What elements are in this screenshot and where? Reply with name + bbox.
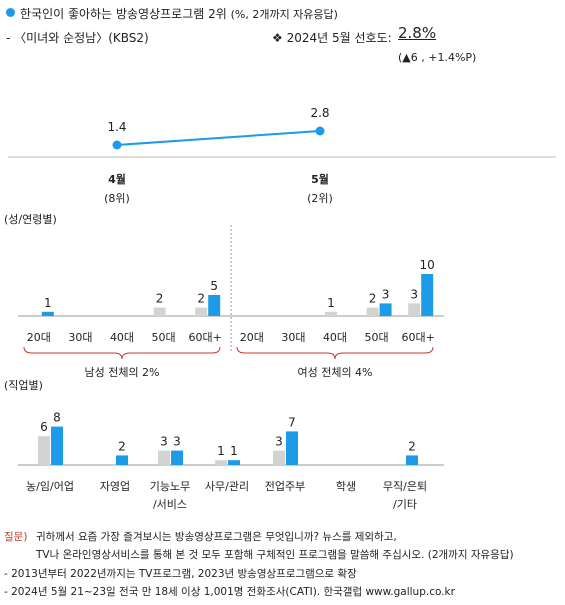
category-label: 40대 xyxy=(110,331,134,344)
bar-value-label: 7 xyxy=(288,415,296,429)
group-total-label: 남성 전체의 2% xyxy=(84,366,159,379)
bar xyxy=(421,274,434,316)
bar xyxy=(171,450,183,465)
preference-change: (▲6 , +1.4%P) xyxy=(398,51,477,64)
category-label: 사무/관리 xyxy=(205,480,249,493)
bar-value-label: 2 xyxy=(408,439,416,453)
bar-value-label: 8 xyxy=(53,411,61,425)
trend-x-label: 4월 xyxy=(108,172,126,186)
category-label: 무직/은퇴 xyxy=(383,480,427,493)
bar xyxy=(38,436,50,465)
bar xyxy=(208,295,221,316)
category-label: 농/임/어업 xyxy=(26,480,74,493)
title-bullet-icon xyxy=(6,8,15,17)
bar-value-label: 1 xyxy=(217,444,225,458)
bar-value-label: 5 xyxy=(210,279,218,293)
category-label: /기타 xyxy=(393,498,417,511)
group-brace xyxy=(236,346,434,360)
bar xyxy=(153,307,166,316)
page-subtitle: - 〈미녀와 순정남〉(KBS2) xyxy=(6,31,149,45)
category-label: /서비스 xyxy=(153,498,187,511)
trend-value-label: 2.8 xyxy=(310,106,329,120)
section-title-occupation: (직업별) xyxy=(4,379,43,392)
trend-point xyxy=(315,126,325,136)
bar-value-label: 1 xyxy=(44,296,52,310)
bar xyxy=(408,303,421,316)
bar-value-label: 1 xyxy=(327,296,335,310)
group-brace xyxy=(23,346,221,360)
bar xyxy=(228,460,240,465)
bar-value-label: 6 xyxy=(40,420,48,434)
category-label: 60대+ xyxy=(402,331,435,344)
trend-x-label: 5월 xyxy=(311,172,329,186)
bar xyxy=(406,455,418,465)
bar xyxy=(158,450,170,465)
category-label: 50대 xyxy=(152,331,176,344)
question-line-1: 귀하께서 요즘 가장 즐겨보시는 방송영상프로그램은 무엇입니까? 뉴스를 제외… xyxy=(36,531,397,543)
category-label: 학생 xyxy=(336,480,356,493)
page-title: 한국인이 좋아하는 방송영상프로그램 2위 (%, 2개까지 자유응답) xyxy=(20,5,338,22)
bar xyxy=(325,311,337,316)
bar xyxy=(366,307,379,316)
group-total-label: 여성 전체의 4% xyxy=(297,366,372,379)
preference-label: ❖ 2024년 5월 선호도: xyxy=(272,31,392,45)
category-label: 자영업 xyxy=(100,480,130,493)
category-label: 40대 xyxy=(323,331,347,344)
category-label: 20대 xyxy=(27,331,51,344)
category-label: 기능노무 xyxy=(150,480,190,493)
question-label: 질문) xyxy=(4,531,28,543)
bar-value-label: 2 xyxy=(369,292,377,306)
category-label: 전업주부 xyxy=(265,480,305,493)
trend-series-line xyxy=(116,130,321,146)
bar-value-label: 3 xyxy=(382,287,390,301)
bar-value-label: 3 xyxy=(173,435,181,449)
bar-value-label: 1 xyxy=(230,444,238,458)
bar xyxy=(286,431,298,465)
bar-value-label: 3 xyxy=(275,435,283,449)
bar-value-label: 3 xyxy=(410,287,418,301)
category-label: 60대+ xyxy=(189,331,222,344)
category-label: 50대 xyxy=(365,331,389,344)
bar-value-label: 2 xyxy=(197,292,205,306)
bar-value-label: 2 xyxy=(118,439,126,453)
preference-value: 2.8% xyxy=(398,24,437,42)
trend-x-sublabel: (8위) xyxy=(104,192,130,205)
question-line-2: TV나 온라인영상서비스를 통해 본 것 모두 포함해 구체적인 프로그램을 말… xyxy=(36,549,514,561)
bar xyxy=(379,303,392,316)
bar xyxy=(195,307,208,316)
bar xyxy=(215,460,227,465)
bar xyxy=(116,455,128,465)
footnote-2: - 2024년 5월 21~23일 전국 만 18세 이상 1,001명 전화조… xyxy=(4,586,455,598)
section-title-gender-age: (성/연령별) xyxy=(4,213,57,226)
bar-value-label: 3 xyxy=(160,435,168,449)
title-unit: (%, 2개까지 자유응답) xyxy=(230,8,338,21)
trend-value-label: 1.4 xyxy=(107,120,126,134)
category-label: 30대 xyxy=(281,331,305,344)
trend-x-sublabel: (2위) xyxy=(307,192,333,205)
bar-value-label: 2 xyxy=(156,292,164,306)
category-label: 20대 xyxy=(240,331,264,344)
trend-point xyxy=(112,140,122,150)
bar xyxy=(41,311,54,316)
category-label: 30대 xyxy=(68,331,92,344)
bar xyxy=(273,450,285,465)
footnote-1: - 2013년부터 2022년까지는 TV프로그램, 2023년 방송영상프로그… xyxy=(4,568,357,580)
bar xyxy=(51,426,63,465)
title-text: 한국인이 좋아하는 방송영상프로그램 2위 xyxy=(20,7,227,21)
bar-value-label: 10 xyxy=(420,258,435,272)
